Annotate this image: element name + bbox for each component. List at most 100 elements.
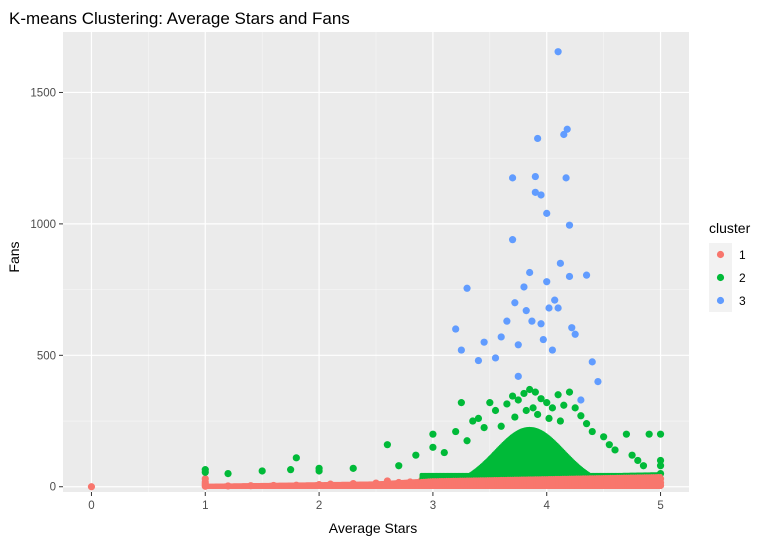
data-point-cluster-2 bbox=[522, 406, 530, 415]
data-point-cluster-2 bbox=[645, 430, 653, 438]
legend-title: cluster bbox=[709, 220, 751, 236]
data-point-cluster-2 bbox=[520, 389, 528, 398]
y-tick-label: 0 bbox=[50, 482, 56, 494]
y-tick-label: 1000 bbox=[30, 219, 56, 231]
data-point-cluster-2 bbox=[511, 413, 519, 421]
data-point-cluster-2 bbox=[548, 404, 557, 412]
data-point-cluster-1 bbox=[326, 480, 335, 488]
data-point-cluster-3 bbox=[577, 396, 585, 404]
data-point-cluster-1 bbox=[349, 479, 357, 488]
data-point-cluster-1 bbox=[315, 481, 323, 489]
data-point-cluster-3 bbox=[548, 346, 557, 354]
x-tick-label: 3 bbox=[430, 500, 436, 512]
data-point-cluster-2 bbox=[531, 388, 539, 396]
data-point-cluster-3 bbox=[562, 174, 570, 182]
data-point-cluster-3 bbox=[520, 283, 528, 291]
data-point-cluster-2 bbox=[600, 433, 608, 441]
data-point-cluster-2 bbox=[503, 400, 511, 408]
data-point-cluster-3 bbox=[508, 174, 517, 182]
y-tick-label: 1500 bbox=[30, 87, 56, 99]
data-point-cluster-3 bbox=[537, 191, 545, 199]
data-point-cluster-2 bbox=[491, 406, 500, 415]
chart-title: K-means Clustering: Average Stars and Fa… bbox=[9, 9, 350, 28]
data-point-cluster-3 bbox=[531, 188, 539, 196]
data-point-cluster-3 bbox=[452, 325, 460, 333]
data-point-cluster-3 bbox=[582, 271, 591, 279]
data-point-cluster-2 bbox=[258, 467, 266, 475]
data-point-cluster-1 bbox=[372, 479, 380, 487]
data-point-cluster-2 bbox=[588, 427, 596, 436]
y-tick-label: 500 bbox=[37, 350, 56, 362]
data-point-cluster-2 bbox=[201, 466, 209, 474]
data-point-cluster-3 bbox=[571, 330, 579, 338]
data-point-cluster-3 bbox=[463, 284, 471, 292]
x-tick-label: 2 bbox=[316, 500, 322, 512]
data-point-cluster-2 bbox=[577, 412, 585, 420]
data-point-cluster-2 bbox=[639, 462, 648, 470]
data-point-cluster-3 bbox=[545, 304, 553, 312]
data-point-cluster-2 bbox=[634, 456, 642, 465]
legend-label-1: 1 bbox=[739, 248, 746, 262]
data-point-cluster-2 bbox=[529, 404, 537, 412]
x-tick-label: 5 bbox=[657, 500, 663, 512]
data-point-cluster-2 bbox=[224, 470, 232, 478]
y-axis-ticks: 0 500 1000 1500 bbox=[30, 87, 63, 494]
data-point-cluster-3 bbox=[514, 372, 522, 380]
legend-label-3: 3 bbox=[739, 294, 746, 308]
data-point-cluster-3 bbox=[457, 346, 465, 354]
data-point-cluster-2 bbox=[605, 441, 613, 449]
data-point-cluster-3 bbox=[554, 304, 562, 312]
data-point-cluster-3 bbox=[563, 125, 571, 133]
data-point-cluster-2 bbox=[560, 401, 568, 409]
data-point-cluster-1 bbox=[269, 481, 278, 490]
data-point-cluster-3 bbox=[556, 259, 564, 267]
data-point-cluster-3 bbox=[491, 354, 500, 362]
x-axis-title: Average Stars bbox=[329, 520, 417, 536]
data-point-cluster-3 bbox=[474, 356, 483, 365]
data-point-cluster-2 bbox=[582, 420, 591, 428]
x-tick-label: 0 bbox=[88, 500, 94, 512]
data-point-cluster-2 bbox=[628, 451, 636, 459]
data-point-cluster-3 bbox=[594, 378, 602, 386]
data-point-cluster-2 bbox=[508, 392, 517, 400]
data-point-cluster-2 bbox=[469, 417, 477, 425]
data-point-cluster-2 bbox=[457, 399, 465, 407]
data-point-cluster-3 bbox=[480, 338, 488, 346]
data-point-cluster-2 bbox=[292, 454, 300, 462]
data-point-cluster-3 bbox=[565, 272, 574, 281]
data-point-cluster-3 bbox=[497, 333, 505, 341]
data-point-cluster-2 bbox=[656, 456, 665, 465]
data-point-cluster-2 bbox=[656, 430, 665, 438]
x-tick-label: 4 bbox=[544, 500, 551, 512]
data-point-cluster-3 bbox=[508, 236, 517, 244]
data-point-cluster-2 bbox=[543, 399, 551, 407]
data-point-cluster-2 bbox=[497, 422, 505, 430]
data-point-cluster-2 bbox=[571, 404, 579, 412]
data-point-cluster-3 bbox=[537, 320, 545, 328]
legend-key-2 bbox=[716, 273, 725, 282]
x-axis-ticks: 0 1 2 3 4 5 bbox=[88, 492, 664, 512]
data-point-cluster-2 bbox=[611, 446, 619, 454]
legend-label-2: 2 bbox=[739, 271, 746, 285]
data-point-cluster-2 bbox=[412, 451, 420, 459]
data-point-cluster-2 bbox=[463, 437, 471, 445]
data-point-cluster-2 bbox=[622, 430, 631, 438]
data-point-cluster-2 bbox=[395, 462, 403, 470]
legend: cluster 1 2 3 bbox=[709, 220, 751, 312]
data-point-cluster-2 bbox=[565, 388, 574, 396]
data-point-cluster-3 bbox=[560, 130, 568, 139]
data-point-cluster-3 bbox=[526, 268, 534, 277]
data-point-cluster-2 bbox=[486, 399, 494, 407]
legend-key-1 bbox=[716, 250, 725, 259]
x-tick-label: 1 bbox=[202, 500, 208, 512]
data-point-cluster-3 bbox=[531, 172, 539, 181]
data-point-cluster-3 bbox=[534, 134, 542, 143]
data-point-cluster-2 bbox=[452, 427, 460, 436]
data-point-cluster-2 bbox=[545, 414, 553, 422]
data-point-cluster-3 bbox=[539, 335, 547, 344]
data-point-cluster-3 bbox=[588, 358, 596, 366]
data-point-cluster-3 bbox=[514, 341, 522, 349]
data-point-cluster-1 bbox=[395, 478, 403, 487]
data-point-cluster-2 bbox=[474, 414, 483, 422]
data-point-cluster-3 bbox=[522, 307, 530, 315]
